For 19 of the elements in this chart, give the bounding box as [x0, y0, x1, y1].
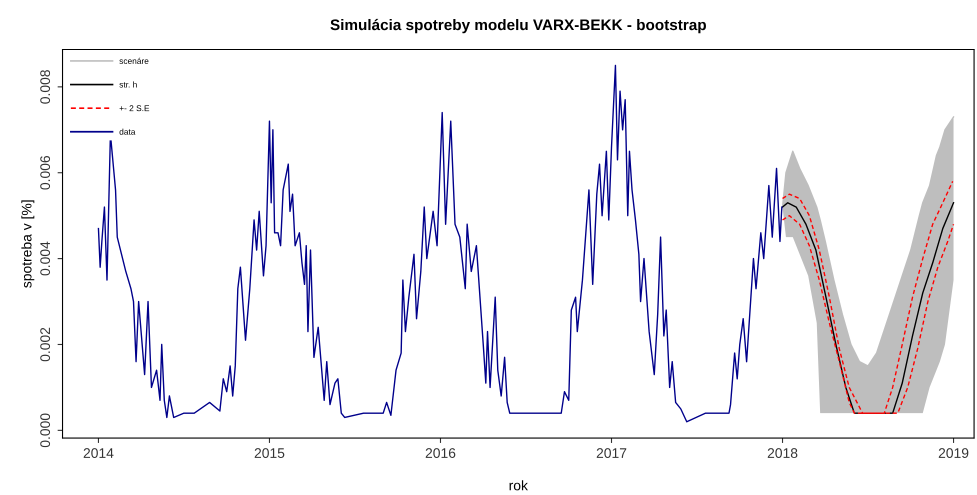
- y-tick-label: 0.008: [40, 70, 50, 104]
- legend-label: scenáre: [119, 58, 148, 64]
- y-axis-title: spotreba v [%]: [21, 200, 34, 288]
- y-tick-label: 0.000: [40, 414, 50, 448]
- y-tick-label: 0.006: [40, 156, 50, 190]
- x-tick-label: 2018: [768, 448, 798, 458]
- chart-title: Simulácia spotreby modelu VARX-BEKK - bootstrap: [330, 18, 706, 34]
- x-tick-label: 2014: [84, 448, 114, 458]
- x-tick-label: 2015: [254, 448, 284, 458]
- x-axis-title: rok: [510, 480, 528, 490]
- legend-label: data: [120, 128, 136, 135]
- y-tick-label: 0.002: [40, 328, 50, 362]
- x-tick-label: 2017: [596, 448, 626, 458]
- x-tick-label: 2016: [426, 448, 456, 458]
- legend-label: str. h: [119, 81, 137, 88]
- y-tick-label: 0.004: [40, 242, 50, 276]
- x-tick-label: 2019: [938, 448, 968, 458]
- legend-label: +- 2 S.E: [120, 105, 150, 112]
- line-series: [98, 64, 783, 422]
